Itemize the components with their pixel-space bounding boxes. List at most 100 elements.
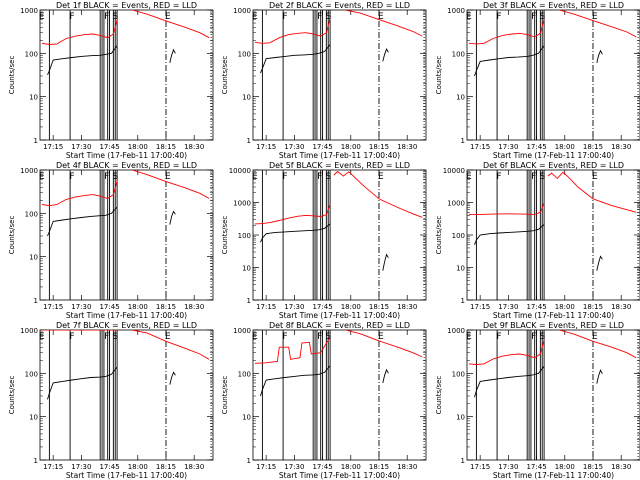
event-marker-letter: S bbox=[325, 332, 331, 342]
event-marker-letter: E bbox=[165, 12, 171, 22]
plot-frame bbox=[252, 169, 427, 301]
x-axis-label: Start Time (17-Feb-11 17:00:40) bbox=[66, 311, 187, 320]
x-tick-label: 18:00 bbox=[128, 143, 148, 151]
event-marker-letter: F bbox=[317, 12, 322, 22]
y-tick-label: 1000 bbox=[233, 7, 251, 15]
x-tick-label: 17:30 bbox=[284, 143, 304, 151]
event-marker-letter: S bbox=[325, 12, 331, 22]
x-tick-label: 17:30 bbox=[71, 143, 91, 151]
event-marker-letter: F bbox=[531, 332, 536, 342]
y-tick-label: 1000 bbox=[447, 7, 465, 15]
x-tick-label: 17:30 bbox=[71, 303, 91, 311]
y-tick-label: 10 bbox=[29, 254, 38, 262]
x-tick-label: 18:15 bbox=[583, 143, 603, 151]
event-marker-letter: E bbox=[165, 172, 171, 182]
x-tick-label: 18:30 bbox=[397, 463, 417, 471]
x-tick-label: 17:30 bbox=[284, 463, 304, 471]
event-marker-letter: S bbox=[112, 172, 118, 182]
x-tick-label: 17:15 bbox=[43, 143, 63, 151]
x-tick-label: 17:30 bbox=[71, 463, 91, 471]
x-tick-label: 18:00 bbox=[555, 143, 575, 151]
series-line-lld bbox=[254, 336, 331, 364]
x-tick-label: 17:30 bbox=[498, 303, 518, 311]
series-line-lld bbox=[41, 180, 118, 207]
event-marker-letter: E bbox=[592, 332, 598, 342]
x-tick-label: 18:30 bbox=[611, 463, 631, 471]
event-marker-letter: S bbox=[539, 172, 545, 182]
y-tick-label: 100 bbox=[238, 232, 251, 240]
y-tick-label: 100 bbox=[25, 50, 38, 58]
series-line-events bbox=[47, 366, 118, 400]
x-axis-label: Start Time (17-Feb-11 17:00:40) bbox=[279, 471, 400, 480]
y-tick-label: 1 bbox=[461, 457, 465, 465]
y-axis-label: Counts/sec bbox=[221, 376, 229, 415]
x-tick-label: 18:30 bbox=[611, 143, 631, 151]
chart-panel-4: Det 4f BLACK = Events, RED = LLD 1 10 100 10… bbox=[8, 161, 214, 320]
series-line-events-late bbox=[382, 48, 389, 62]
event-marker-letter: E bbox=[466, 12, 472, 22]
y-tick-label: 10 bbox=[242, 94, 251, 102]
event-marker-letter: E bbox=[592, 12, 598, 22]
plot-frame bbox=[39, 169, 214, 301]
y-tick-label: 1 bbox=[34, 137, 38, 145]
y-tick-label: 100 bbox=[238, 50, 251, 58]
x-tick-label: 18:15 bbox=[156, 463, 176, 471]
series-line-lld-late bbox=[344, 330, 423, 358]
y-tick-label: 100 bbox=[25, 210, 38, 218]
event-marker-letter: E bbox=[466, 172, 472, 182]
series-line-events-late bbox=[596, 255, 603, 271]
x-tick-label: 17:45 bbox=[312, 143, 332, 151]
event-marker-letter: F bbox=[69, 332, 74, 342]
chart-title: Det 7f BLACK = Events, RED = LLD bbox=[56, 321, 197, 330]
y-tick-label: 1 bbox=[461, 137, 465, 145]
plot-frame bbox=[252, 329, 427, 461]
event-marker-letter: F bbox=[69, 172, 74, 182]
x-tick-label: 17:15 bbox=[256, 143, 276, 151]
event-marker-letter: E bbox=[39, 332, 45, 342]
y-tick-label: 1000 bbox=[447, 327, 465, 335]
x-tick-label: 17:30 bbox=[498, 143, 518, 151]
y-tick-label: 1000 bbox=[233, 327, 251, 335]
event-marker-letter: E bbox=[252, 12, 258, 22]
x-tick-label: 18:00 bbox=[555, 463, 575, 471]
event-marker-letter: F bbox=[104, 12, 109, 22]
x-tick-label: 18:00 bbox=[341, 143, 361, 151]
x-tick-label: 17:30 bbox=[498, 463, 518, 471]
event-marker-letter: E bbox=[165, 332, 171, 342]
series-line-lld-late bbox=[132, 330, 210, 360]
y-tick-label: 1000 bbox=[447, 200, 465, 208]
chart-title: Det 6f BLACK = Events, RED = LLD bbox=[483, 161, 624, 170]
chart-title: Det 3f BLACK = Events, RED = LLD bbox=[483, 1, 624, 10]
chart-panel-6: Det 6f BLACK = Events, RED = LLD 1 10 100 10… bbox=[435, 161, 640, 320]
series-line-lld-late bbox=[345, 10, 423, 37]
y-tick-label: 10000 bbox=[443, 167, 465, 175]
event-marker-letter: E bbox=[592, 172, 598, 182]
series-line-lld-late bbox=[558, 10, 637, 38]
event-marker-letter: F bbox=[531, 12, 536, 22]
series-line-events bbox=[47, 206, 118, 237]
plot-data bbox=[468, 10, 639, 140]
y-tick-label: 1000 bbox=[20, 167, 38, 175]
x-axis-label: Start Time (17-Feb-11 17:00:40) bbox=[493, 471, 614, 480]
x-tick-label: 17:15 bbox=[256, 463, 276, 471]
y-tick-label: 10 bbox=[29, 414, 38, 422]
plot-data bbox=[468, 170, 639, 300]
series-line-events-late bbox=[169, 210, 176, 225]
series-line-events bbox=[474, 366, 545, 398]
chart-panel-2: Det 2f BLACK = Events, RED = LLD 1 10 100 10… bbox=[221, 1, 427, 160]
y-tick-label: 10 bbox=[456, 414, 465, 422]
series-line-lld bbox=[468, 202, 545, 215]
x-tick-label: 18:15 bbox=[156, 303, 176, 311]
chart-title: Det 4f BLACK = Events, RED = LLD bbox=[56, 161, 197, 170]
chart-title: Det 1f BLACK = Events, RED = LLD bbox=[56, 1, 197, 10]
series-line-events-late bbox=[382, 368, 389, 384]
x-tick-label: 18:15 bbox=[156, 143, 176, 151]
plot-data bbox=[41, 170, 212, 300]
y-tick-label: 1 bbox=[247, 137, 251, 145]
x-tick-label: 18:15 bbox=[583, 303, 603, 311]
x-tick-label: 17:15 bbox=[470, 463, 490, 471]
y-tick-label: 100 bbox=[452, 50, 465, 58]
y-tick-label: 1000 bbox=[233, 200, 251, 208]
plot-data bbox=[254, 170, 425, 300]
